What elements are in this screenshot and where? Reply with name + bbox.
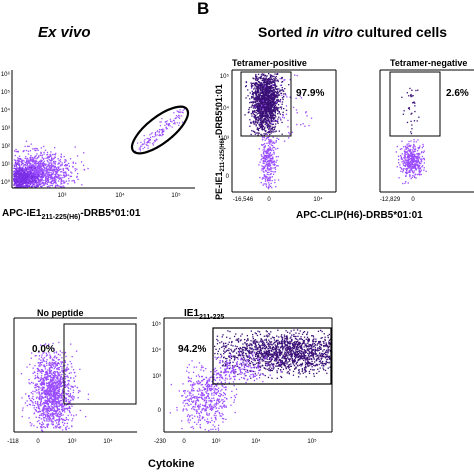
plot-tetramer-negative: Tetramer-negative 2.6% -12,829 0: [379, 58, 474, 203]
plot2-xtick: 10⁴: [313, 196, 323, 203]
plot2-y-label: PE-IE1211-225(H6)-DRB5*01:01: [214, 84, 226, 200]
plot5-ytick: 0: [158, 408, 162, 414]
plot5-gate: [212, 327, 332, 385]
plot-no-peptide: No peptide 0.0% -118 0 10³ 10⁴: [7, 308, 137, 445]
plot1-ytick: 10¹: [1, 162, 10, 168]
plot2-ytick: 10³: [220, 136, 229, 142]
plot2-gate: [240, 71, 292, 137]
plot4-dots: [20, 341, 90, 432]
plot5-ytick: 10⁴: [152, 347, 162, 354]
plot2-ytick: 0: [226, 174, 230, 180]
right-shared-x-label: APC-CLIP(H6)-DRB5*01:01: [296, 210, 423, 221]
plot1-x-label: APC-IE1211-225(H6)-DRB5*01:01: [2, 208, 141, 221]
plot5-xtick: 10⁵: [307, 438, 317, 445]
plot1-dots: [13, 107, 186, 189]
plot1-gate-ellipse: [130, 105, 190, 155]
plot1-xtick: 10⁴: [115, 192, 125, 199]
plot2-ytick: 10⁵: [220, 73, 230, 80]
left-title: Ex vivo: [38, 24, 91, 41]
right-title: Sorted in vitro cultured cells: [258, 24, 447, 40]
plot5-ytick: 10³: [152, 374, 161, 380]
plot-tetramer-positive: Tetramer-positive 97.9% 10⁵ 10⁴ 10³ 0 -1…: [214, 58, 337, 203]
plot3-gate: [389, 71, 441, 137]
plot2-percent: 97.9%: [296, 88, 324, 99]
plot5-subtitle: IE1211-225: [184, 308, 224, 321]
plot4-xtick: 0: [36, 439, 40, 445]
plot3-dots: [395, 87, 427, 185]
plot5-percent: 94.2%: [178, 344, 206, 355]
plot4-xtick: 10⁴: [103, 438, 113, 445]
plot1-xtick: 10³: [58, 193, 67, 199]
bottom-shared-x-label: Cytokine: [148, 458, 194, 470]
plot4-gate: [63, 323, 137, 405]
plot2-xtick: 0: [267, 197, 271, 203]
plot2-ytick: 10⁴: [220, 105, 230, 112]
plot1-ytick: 10²: [1, 144, 10, 150]
panel-label-b: B: [197, 0, 209, 18]
plot3-xtick: 0: [411, 197, 415, 203]
plot5-xtick: 0: [182, 439, 186, 445]
plot-ie1-peptide: IE1211-225 94.2% 10⁵ 10⁴ 10³ 0 -230 0 10…: [152, 308, 333, 445]
plot5-ytick: 10⁵: [152, 321, 162, 328]
plot1-ytick: 10⁰: [1, 179, 11, 186]
plot2-subtitle: Tetramer-positive: [232, 58, 307, 68]
plot1-ytick: 10⁶: [1, 71, 11, 78]
plot4-subtitle: No peptide: [37, 308, 84, 318]
plot1-ytick: 10³: [1, 126, 10, 132]
plot3-xtick: -12,829: [380, 197, 401, 203]
plot4-percent: 0.0%: [32, 344, 55, 355]
plot5-dots: [169, 329, 332, 432]
plot5-xtick: -230: [154, 439, 167, 445]
plot5-xtick: 10³: [212, 439, 221, 445]
plot2-xtick: -16,546: [233, 197, 254, 203]
plot2-dots: [244, 73, 313, 190]
plot1-ytick: 10⁴: [1, 107, 11, 114]
plot3-percent: 2.6%: [446, 88, 469, 99]
plot5-xtick: 10⁴: [251, 438, 261, 445]
plot1-xtick: 10⁵: [171, 192, 181, 199]
plot3-subtitle: Tetramer-negative: [390, 58, 467, 68]
plot-ex-vivo: 10³ 10⁴ 10⁵ 10⁶ 10⁵ 10⁴ 10³ 10² 10¹ 10⁰ …: [1, 70, 195, 221]
plot4-xtick: -118: [7, 439, 19, 445]
plot1-ytick: 10⁵: [1, 89, 11, 96]
plot4-xtick: 10³: [68, 439, 77, 445]
